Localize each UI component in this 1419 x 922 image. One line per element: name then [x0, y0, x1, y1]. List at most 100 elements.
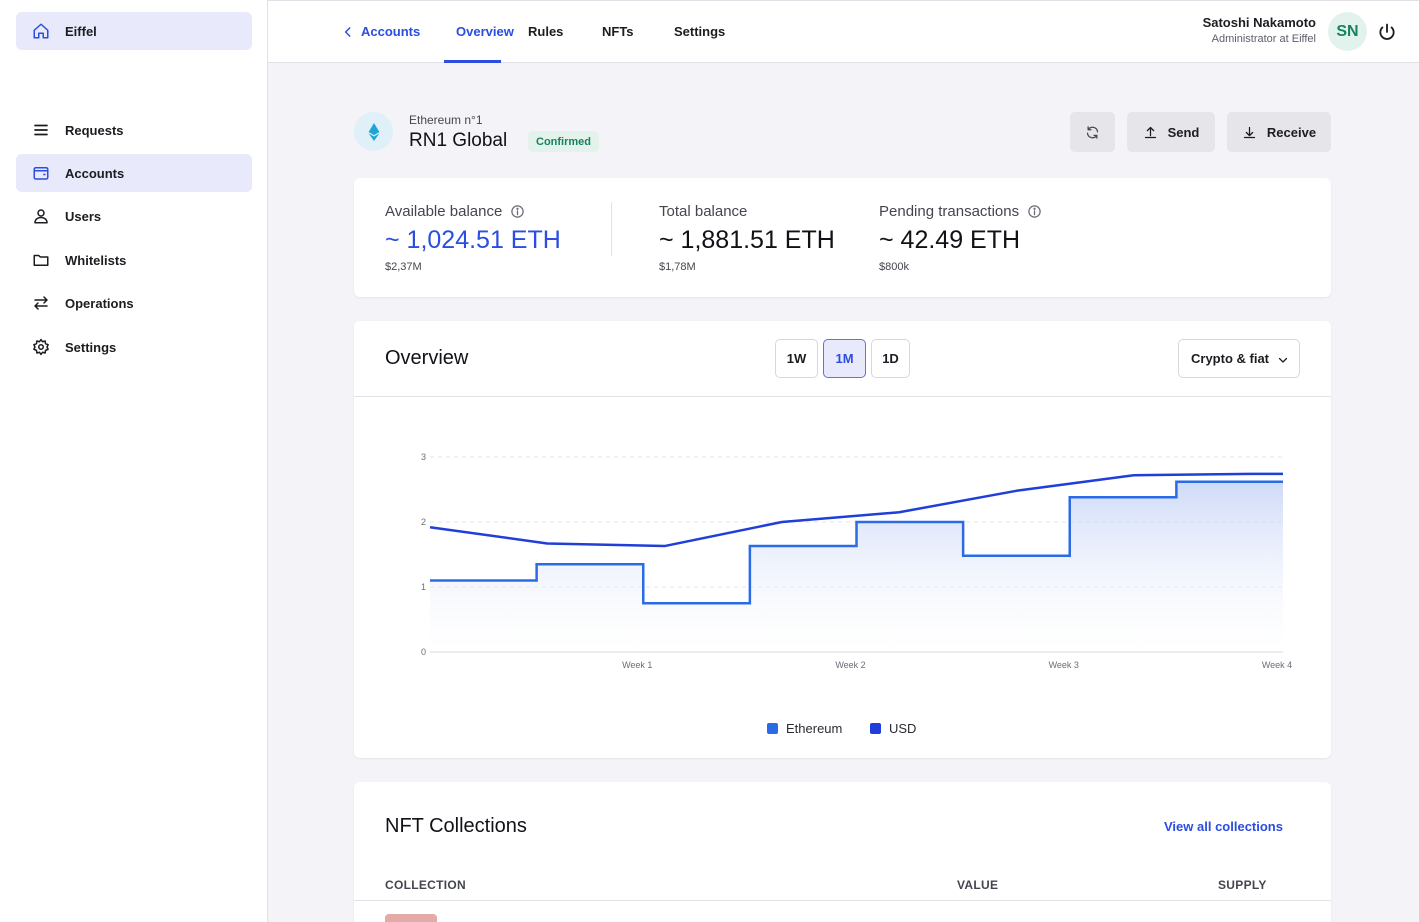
receive-button[interactable]: Receive: [1227, 112, 1331, 152]
y-tick-label: 2: [421, 517, 426, 527]
gear-icon: [32, 338, 50, 356]
legend-swatch: [870, 723, 881, 734]
ethereum-icon: [368, 122, 379, 141]
overview-title: Overview: [385, 347, 469, 369]
sidebar-item-label: Operations: [65, 295, 134, 311]
view-all-collections-link[interactable]: View all collections: [1164, 819, 1283, 834]
collection-thumbnail: [385, 914, 437, 922]
usd-series-line: [429, 472, 1283, 548]
ethereum-logo: [354, 112, 393, 151]
avatar[interactable]: SN: [1328, 12, 1367, 51]
status-badge: Confirmed: [528, 131, 599, 152]
available-balance-fiat: $2,37M: [385, 261, 422, 273]
x-tick-label: Week 1: [622, 660, 652, 670]
y-tick-label: 3: [421, 452, 426, 462]
pending-transactions-fiat: $800k: [879, 261, 909, 273]
available-balance-label-text: Available balance: [385, 203, 503, 220]
tab-nfts[interactable]: NFTs: [602, 24, 634, 39]
user-name: Satoshi Nakamoto: [1202, 15, 1316, 30]
back-link-label: Accounts: [361, 24, 421, 39]
column-header-collection: COLLECTION: [385, 878, 466, 892]
legend-label: Ethereum: [786, 721, 843, 736]
tab-overview[interactable]: Overview: [456, 24, 514, 39]
display-mode-select[interactable]: Crypto & fiat: [1178, 339, 1300, 378]
legend-item-usd: USD: [870, 721, 916, 736]
account-subtitle: Ethereum n°1: [409, 113, 483, 127]
sidebar-item-label: Requests: [65, 122, 124, 138]
info-icon[interactable]: [1027, 204, 1042, 219]
receive-button-label: Receive: [1266, 124, 1317, 140]
refresh-icon: [1086, 125, 1099, 139]
period-1d-button[interactable]: 1D: [871, 339, 910, 378]
x-tick-label: Week 4: [1262, 660, 1292, 670]
pending-transactions-label: Pending transactions: [879, 203, 1042, 220]
power-icon[interactable]: [1377, 22, 1397, 42]
period-1w-button[interactable]: 1W: [775, 339, 818, 378]
legend-item-ethereum: Ethereum: [767, 721, 842, 736]
user-info: Satoshi Nakamoto Administrator at Eiffel: [1190, 15, 1316, 45]
tab-rules[interactable]: Rules: [528, 24, 564, 39]
wallet-icon: [32, 164, 50, 182]
total-balance-fiat: $1,78M: [659, 261, 696, 273]
balance-divider: [611, 202, 612, 256]
column-header-value: VALUE: [957, 878, 999, 892]
total-balance-label: Total balance: [659, 203, 747, 220]
sidebar-item-label: Eiffel: [65, 23, 97, 39]
user-role: Administrator at Eiffel: [1211, 33, 1316, 45]
arrows-icon: [32, 294, 50, 312]
available-balance-value: ~ 1,024.51 ETH: [385, 226, 561, 254]
y-tick-label: 0: [421, 647, 426, 657]
total-balance-label-text: Total balance: [659, 203, 748, 220]
user-icon: [32, 207, 50, 225]
sidebar-item-settings[interactable]: Settings: [16, 328, 252, 366]
nft-collections-title: NFT Collections: [385, 815, 527, 837]
sidebar-item-whitelists[interactable]: Whitelists: [16, 241, 252, 279]
pending-transactions-label-text: Pending transactions: [879, 203, 1020, 220]
send-button[interactable]: Send: [1127, 112, 1215, 152]
ethereum-series-line: [430, 480, 1283, 605]
overview-divider: [354, 396, 1331, 397]
legend-label: USD: [889, 721, 917, 736]
sidebar-item-home[interactable]: Eiffel: [16, 12, 252, 50]
download-icon: [1243, 126, 1256, 138]
tab-settings[interactable]: Settings: [674, 24, 726, 39]
available-balance-label: Available balance: [385, 203, 525, 220]
y-tick-label: 1: [421, 582, 426, 592]
x-tick-label: Week 3: [1049, 660, 1079, 670]
send-button-label: Send: [1167, 124, 1200, 140]
table-header-divider: [354, 900, 1331, 901]
folder-icon: [32, 251, 50, 269]
home-icon: [32, 22, 50, 40]
sidebar-item-label: Whitelists: [65, 252, 127, 268]
list-icon: [32, 121, 50, 139]
info-icon[interactable]: [510, 204, 525, 219]
sidebar-item-label: Settings: [65, 339, 117, 355]
refresh-button[interactable]: [1070, 112, 1115, 152]
sidebar-item-label: Accounts: [65, 165, 125, 181]
display-mode-value: Crypto & fiat: [1191, 351, 1269, 366]
pending-transactions-value: ~ 42.49 ETH: [879, 226, 1021, 254]
column-header-supply: SUPPLY: [1218, 878, 1267, 892]
sidebar-item-requests[interactable]: Requests: [16, 111, 252, 149]
sidebar-item-label: Users: [65, 208, 102, 224]
active-tab-indicator: [444, 60, 501, 63]
chevron-left-icon: [344, 26, 351, 37]
sidebar-item-operations[interactable]: Operations: [16, 284, 252, 322]
legend-swatch: [767, 723, 778, 734]
sidebar-item-accounts[interactable]: Accounts: [16, 154, 252, 192]
sidebar: Eiffel Requests Accounts Users Whitelist…: [0, 0, 268, 922]
overview-chart: 0 1 2 3 Week 1 Week 2 Week 3 Week 4: [421, 452, 1292, 670]
account-name: RN1 Global: [409, 130, 508, 151]
period-1m-button[interactable]: 1M: [823, 339, 866, 378]
nft-collections-card: NFT Collections View all collections COL…: [354, 782, 1331, 922]
x-tick-label: Week 2: [835, 660, 865, 670]
upload-icon: [1144, 126, 1156, 138]
total-balance-value: ~ 1,881.51 ETH: [659, 226, 835, 254]
chevron-down-icon: [1278, 357, 1288, 363]
overview-card: Overview 1W 1M 1D Crypto & fiat 0 1 2 3 Wee…: [354, 321, 1331, 758]
balances-card: Available balance ~ 1,024.51 ETH $2,37M …: [354, 178, 1331, 297]
ethereum-area: [430, 481, 1283, 652]
sidebar-item-users[interactable]: Users: [16, 197, 252, 235]
back-to-accounts-link[interactable]: Accounts: [341, 0, 420, 63]
top-bar: [268, 0, 1419, 63]
